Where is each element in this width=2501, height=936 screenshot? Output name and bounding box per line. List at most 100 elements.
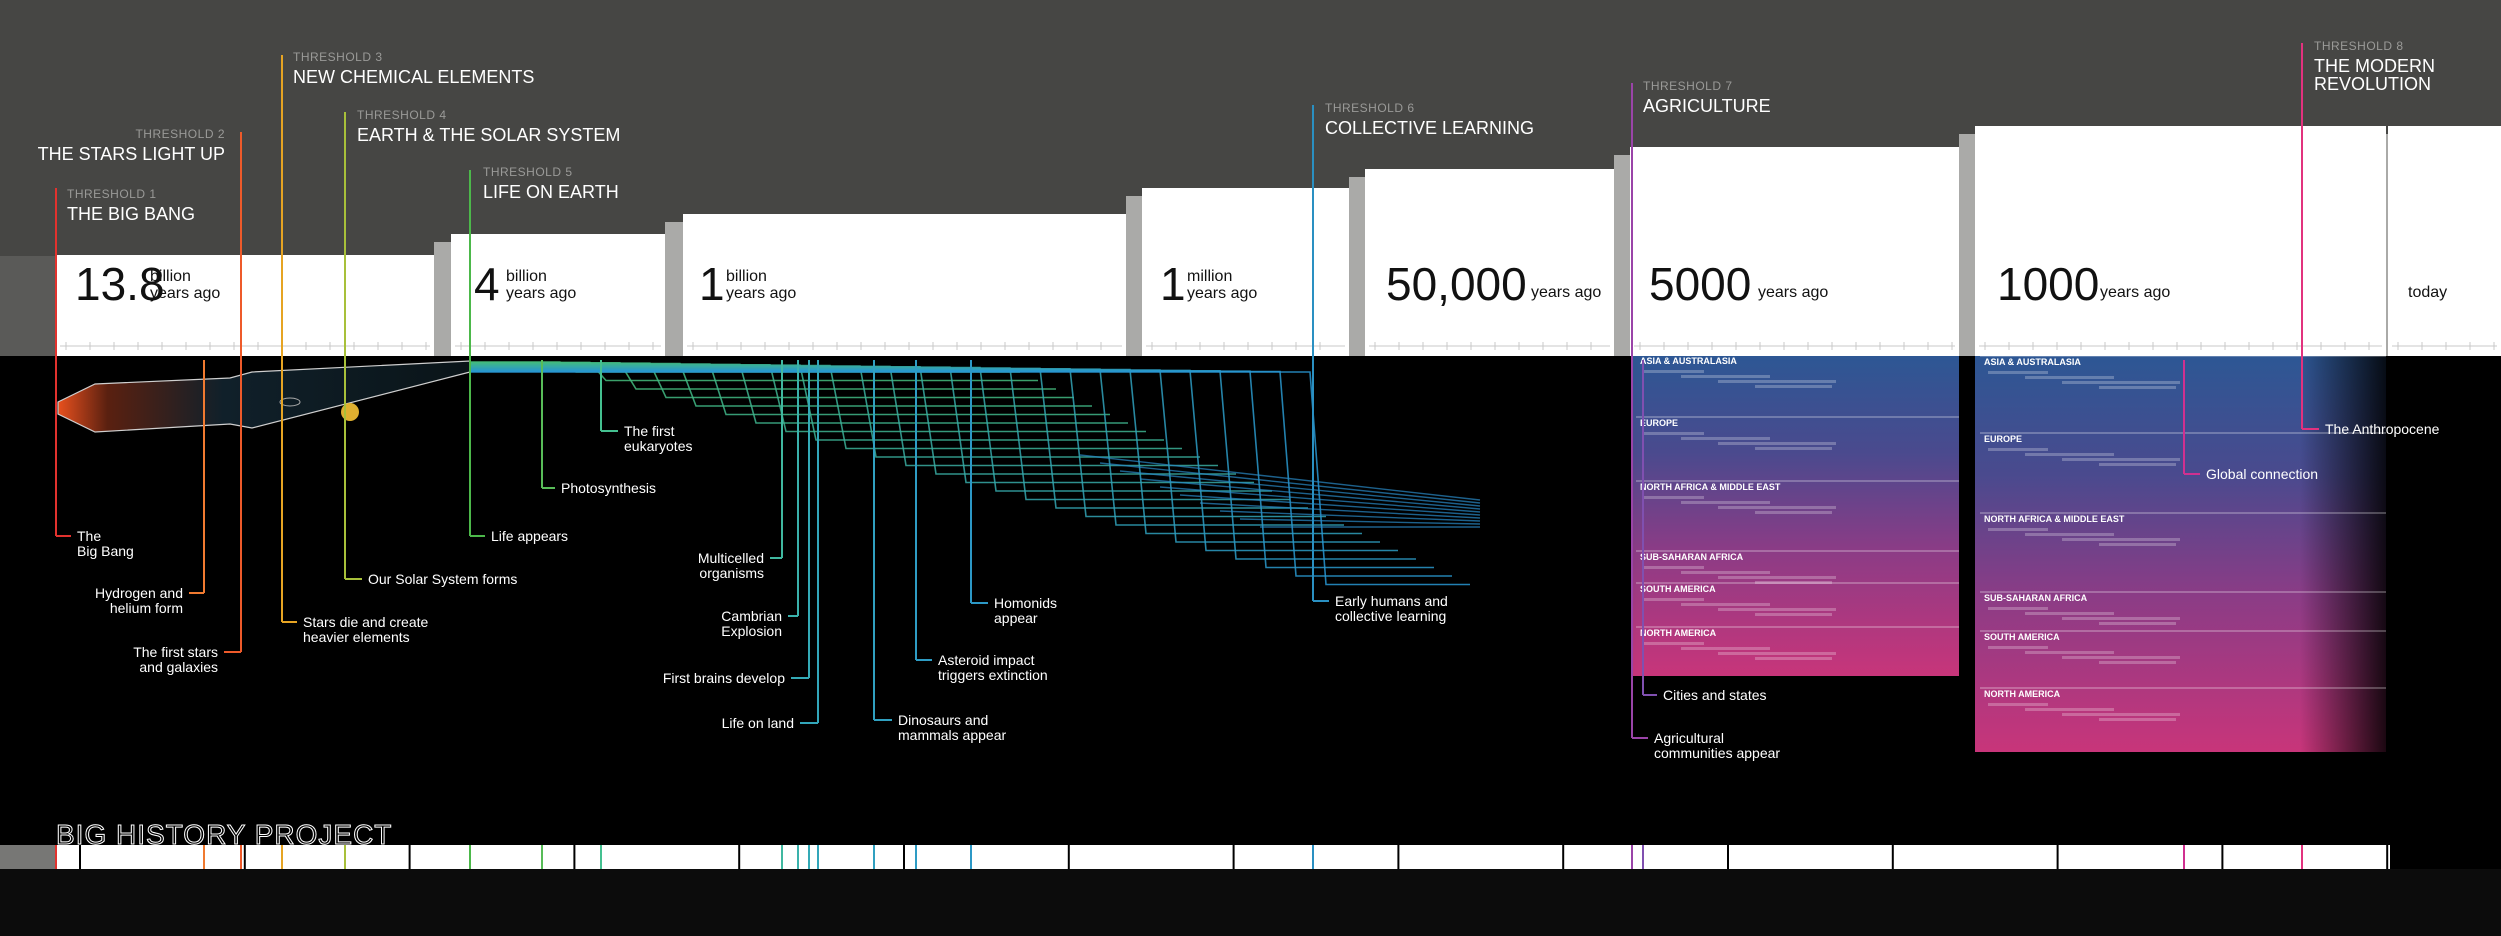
region-row [2099, 622, 2176, 625]
event-label: The first stars [133, 644, 218, 660]
era-amount: 1000 [1997, 258, 2099, 310]
region-row [1718, 442, 1836, 445]
region-row [2062, 538, 2180, 541]
region-row [1718, 608, 1836, 611]
blue-line [1159, 486, 1481, 513]
era-unit: years ago [726, 285, 796, 302]
region-row [2099, 463, 2176, 466]
region-label: NORTH AFRICA & MIDDLE EAST [1984, 514, 2125, 524]
human-history: ASIA & AUSTRALASIA ASIA & AUSTRALASIA EURO… [1360, 354, 2400, 756]
era-panel [1630, 147, 1959, 356]
event-label: Photosynthesis [561, 480, 656, 496]
region-row [1644, 566, 1704, 569]
region-row [1755, 511, 1832, 514]
event-label: collective learning [1335, 608, 1446, 624]
region-row [2099, 386, 2176, 389]
region-label: NORTH AFRICA & MIDDLE EAST [1640, 482, 1781, 492]
region-row [1755, 613, 1832, 616]
panel-facet [1614, 155, 1630, 356]
region-row [1681, 437, 1770, 440]
region-row [2062, 617, 2180, 620]
era-unit: million [1187, 268, 1232, 285]
event-label: Asteroid impact [938, 652, 1035, 668]
era-unit: years ago [150, 285, 220, 302]
region-label: ASIA & AUSTRALASIA [1984, 357, 2081, 367]
region-row [2025, 612, 2114, 615]
era-panel [451, 234, 665, 356]
event-label: The [77, 528, 101, 544]
blue-line [1079, 454, 1481, 501]
event-label: helium form [110, 600, 183, 616]
region-row [1988, 528, 2048, 531]
event-label: Life appears [491, 528, 568, 544]
event-label: Multicelled [698, 550, 764, 566]
region-label: EUROPE [1640, 418, 1678, 428]
era-unit: years ago [1531, 284, 1601, 301]
era-amount: 13.8 [75, 258, 165, 310]
era-unit: billion [150, 268, 191, 285]
region-row [2025, 453, 2114, 456]
region-row [2099, 661, 2176, 664]
panel-facet [1126, 196, 1142, 356]
event-label: Stars die and create [303, 614, 429, 630]
blue-line [1119, 470, 1481, 507]
region-row [1681, 501, 1770, 504]
threshold-title: AGRICULTURE [1643, 96, 1771, 116]
threshold-label: THRESHOLD 7 [1643, 79, 1733, 93]
era-panel [56, 255, 434, 356]
sun [341, 403, 359, 421]
region-row [2025, 651, 2114, 654]
era-amount: 4 [474, 258, 500, 310]
region-label: SUB-SAHARAN AFRICA [1640, 552, 1744, 562]
panel-facet [2386, 134, 2388, 356]
threshold-label: THRESHOLD 6 [1325, 101, 1415, 115]
region-row [1988, 607, 2048, 610]
region-row [1644, 642, 1704, 645]
blue-line [1139, 478, 1481, 510]
blue-line [1199, 502, 1481, 519]
region-row [1718, 380, 1836, 383]
fade-right [2300, 356, 2400, 756]
era-unit: billion [726, 268, 767, 285]
era-amount: 1 [1160, 258, 1186, 310]
era-panel [1142, 188, 1349, 356]
threshold-label: THRESHOLD 3 [293, 50, 383, 64]
event-label: Global connection [2206, 466, 2318, 482]
threshold-title: THE MODERN [2314, 56, 2435, 76]
panel-facet [665, 222, 683, 356]
region-row [1988, 646, 2048, 649]
region-row [1755, 657, 1832, 660]
threshold-title: NEW CHEMICAL ELEMENTS [293, 67, 534, 87]
blue-line [1239, 518, 1481, 525]
region-row [1755, 447, 1832, 450]
event-label: Homonids [994, 595, 1057, 611]
region-row [1988, 703, 2048, 706]
blue-line [1219, 510, 1481, 522]
event-label: First brains develop [663, 670, 785, 686]
galaxy [279, 397, 301, 407]
event-label: mammals appear [898, 727, 1006, 743]
event-label: Cambrian [721, 608, 782, 624]
region-row [1681, 571, 1770, 574]
region-row [1681, 375, 1770, 378]
event-label: Dinosaurs and [898, 712, 988, 728]
threshold-title: REVOLUTION [2314, 74, 2431, 94]
panel-facet [1349, 177, 1365, 356]
era-amount: 1 [699, 258, 725, 310]
leader-lines [55, 43, 2319, 739]
threshold-label: THRESHOLD 5 [483, 165, 573, 179]
event-label: The Anthropocene [2325, 421, 2440, 437]
region-row [1755, 385, 1832, 388]
event-label: eukaryotes [624, 438, 692, 454]
region-row [2025, 533, 2114, 536]
event-label: The first [624, 423, 675, 439]
region-row [2062, 381, 2180, 384]
era-amount: 5000 [1649, 258, 1751, 310]
threshold-title: LIFE ON EARTH [483, 182, 619, 202]
region-row [2025, 376, 2114, 379]
fan-line [470, 371, 1470, 586]
region-label: NORTH AMERICA [1984, 689, 2061, 699]
region-label: NORTH AMERICA [1640, 628, 1717, 638]
era-panel [1975, 126, 2386, 356]
